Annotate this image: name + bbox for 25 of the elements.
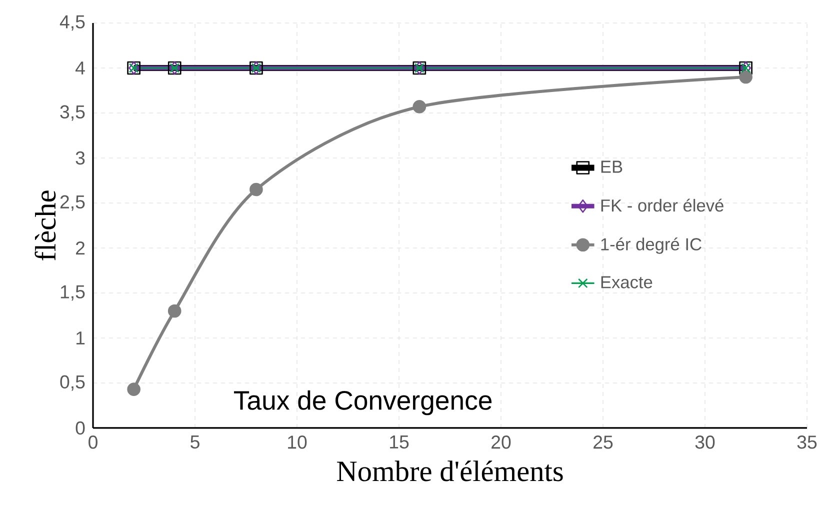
x-tick-label: 0 — [88, 436, 98, 449]
y-axis-title: flèche — [34, 190, 56, 260]
x-tick-label: 10 — [288, 436, 307, 449]
y-tick-label: 1 — [76, 332, 85, 344]
y-tick-label: 3,5 — [60, 105, 85, 121]
annotation: Taux de Convergence — [234, 390, 492, 416]
y-tick-label: 2,5 — [60, 195, 85, 211]
y-tick-label: 0 — [76, 421, 85, 435]
legend-label: FK - order élevé — [601, 198, 724, 212]
x-tick-label: 30 — [695, 436, 715, 449]
y-tick-label: 3 — [76, 151, 85, 165]
x-tick-label: 20 — [492, 436, 511, 449]
y-tick-label: 2 — [76, 241, 85, 255]
x-tick-label: 25 — [594, 436, 613, 449]
y-tick-label: 0,5 — [60, 375, 85, 391]
x-tick-label: 15 — [390, 436, 409, 449]
y-tick-label: 1,5 — [60, 285, 85, 301]
x-tick-label: 35 — [797, 436, 817, 449]
legend-label: 1-ér degré IC — [601, 238, 702, 254]
x-tick-label: 5 — [190, 436, 200, 449]
y-tick-label: 4 — [75, 62, 85, 74]
y-tick-label: 4,5 — [60, 15, 85, 31]
x-axis-title: Nombre d'éléments — [337, 460, 563, 482]
legend-label: EB — [601, 160, 622, 173]
legend-label: Exacte — [601, 276, 652, 288]
